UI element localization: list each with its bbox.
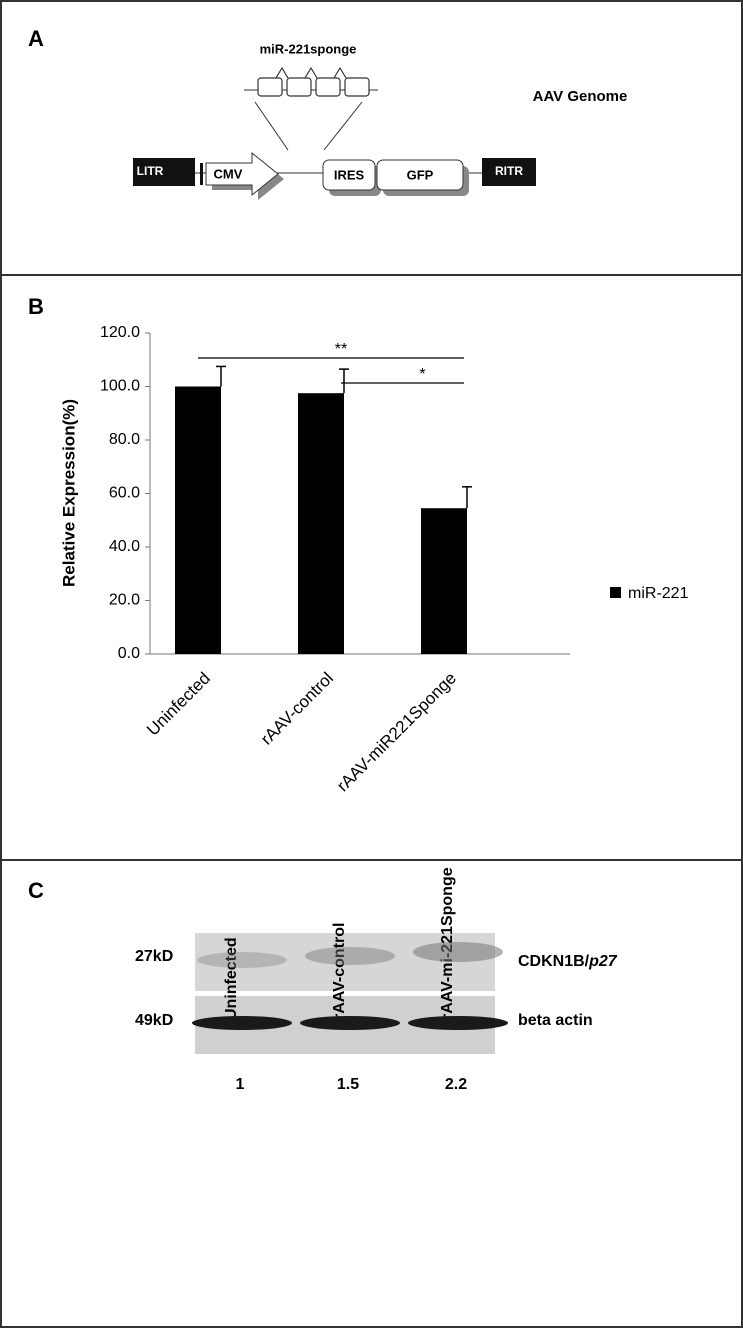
band-size: 49kD [135, 1012, 173, 1029]
zoom-line [254, 101, 289, 151]
bar [421, 508, 467, 654]
y-axis-label: Relative Expression(%) [59, 399, 78, 587]
panel-label: C [28, 878, 44, 903]
band [197, 952, 287, 968]
band-name: CDKN1B/p27 [518, 953, 618, 970]
diagram-title: AAV Genome [533, 88, 628, 105]
band [413, 942, 503, 962]
marker [200, 163, 203, 185]
element-label: GFP [407, 167, 434, 182]
y-tick-label: 60.0 [109, 485, 140, 502]
itr-box [482, 158, 536, 186]
gfp-box [376, 159, 464, 191]
y-tick-label: 120.0 [100, 324, 140, 341]
bar [175, 386, 221, 654]
lane-label: Uninfected [223, 937, 240, 1020]
lane-label: rAAV-control [331, 923, 348, 1020]
y-tick-label: 20.0 [109, 592, 140, 609]
band [408, 1016, 508, 1030]
band [305, 947, 395, 965]
ires-box [322, 159, 376, 191]
element-label: RITR [495, 164, 523, 178]
zoom-line [323, 101, 363, 151]
ratio: 2.2 [445, 1076, 467, 1093]
band [192, 1016, 292, 1030]
y-tick-label: 80.0 [109, 431, 140, 448]
band-size: 27kD [135, 948, 173, 965]
ratio: 1.5 [337, 1076, 359, 1093]
element-label: LITR [137, 164, 164, 178]
legend-swatch [610, 587, 621, 598]
bar [298, 393, 344, 654]
band [300, 1016, 400, 1030]
panel-label: A [28, 26, 44, 51]
panel-a: A AAV Genome miR-221sponge LITR CMV IRES… [28, 26, 627, 200]
significance-label: * [419, 366, 425, 383]
panel-c: C CDKN1B/p27 beta actin 27kD 49kD Uninfe… [28, 867, 618, 1093]
band-name: beta actin [518, 1012, 593, 1029]
panel-label: B [28, 294, 44, 319]
element-label: CMV [214, 166, 243, 181]
y-tick-label: 100.0 [100, 378, 140, 395]
cmv-arrow [205, 151, 279, 197]
itr-box [133, 158, 195, 186]
insert-label: miR-221sponge [260, 41, 357, 56]
significance-label: ** [335, 341, 347, 358]
element-label: IRES [334, 167, 365, 182]
ratio: 1 [236, 1076, 245, 1093]
legend-label: miR-221 [628, 585, 689, 602]
y-tick-label: 0.0 [118, 645, 140, 662]
y-tick-label: 40.0 [109, 538, 140, 555]
sponge-sites [257, 66, 370, 97]
